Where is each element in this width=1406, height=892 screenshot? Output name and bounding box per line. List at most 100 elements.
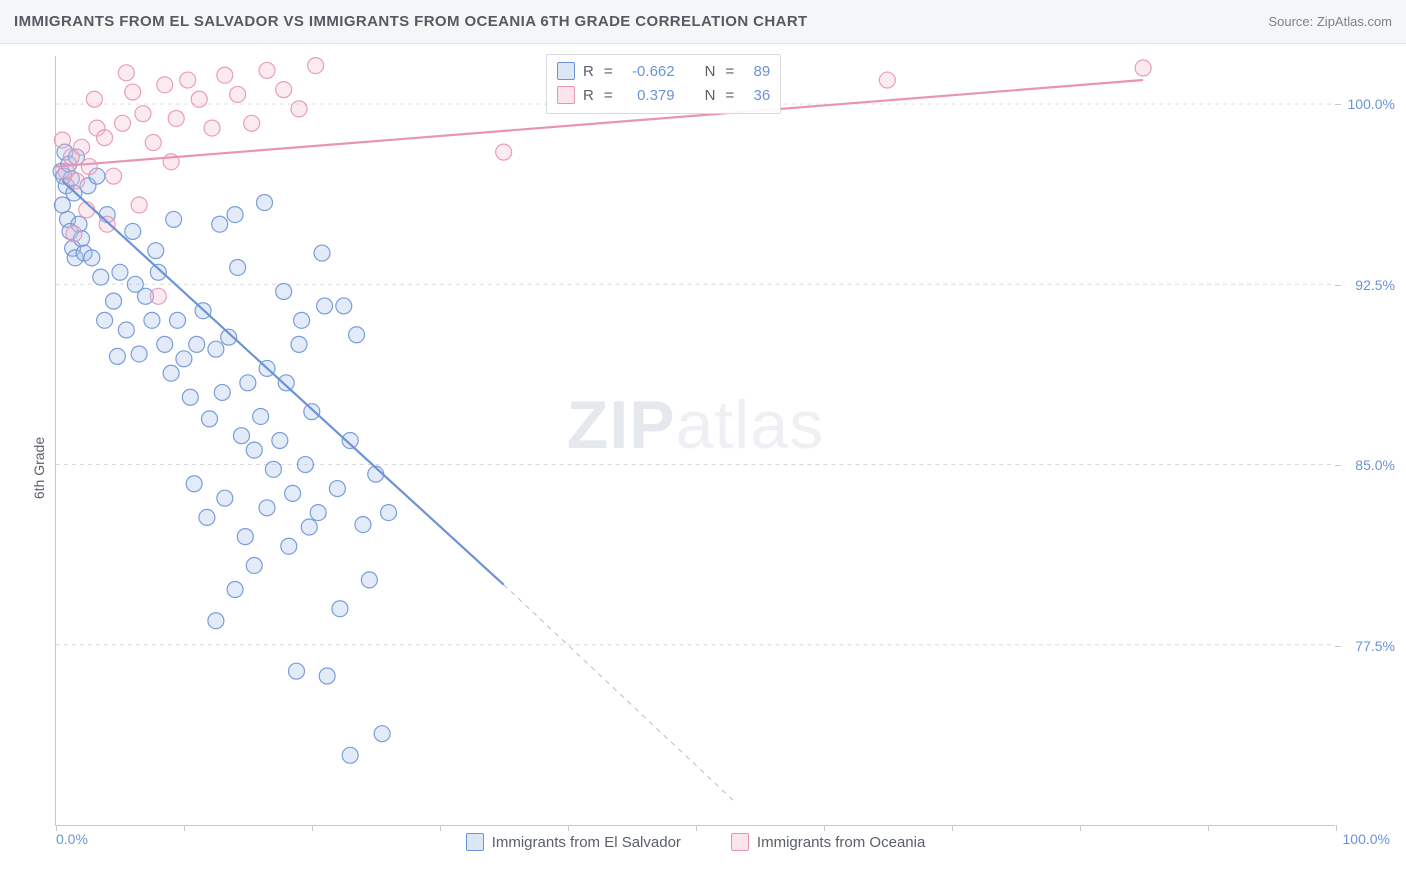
x-tick-label: 100.0% bbox=[1343, 831, 1390, 847]
data-point bbox=[131, 197, 147, 213]
chart-source: Source: ZipAtlas.com bbox=[1268, 14, 1392, 29]
data-point bbox=[168, 110, 184, 126]
data-point bbox=[230, 86, 246, 102]
data-point bbox=[201, 411, 217, 427]
data-point bbox=[281, 538, 297, 554]
data-point bbox=[294, 312, 310, 328]
legend-item: Immigrants from Oceania bbox=[731, 833, 925, 851]
data-point bbox=[374, 726, 390, 742]
stats-legend: R=-0.662N=89R=0.379N=36 bbox=[546, 54, 781, 114]
data-point bbox=[1135, 60, 1151, 76]
data-point bbox=[204, 120, 220, 136]
data-point bbox=[233, 428, 249, 444]
data-point bbox=[317, 298, 333, 314]
data-point bbox=[355, 517, 371, 533]
data-point bbox=[54, 197, 70, 213]
equals-sign: = bbox=[604, 63, 613, 80]
data-point bbox=[68, 173, 84, 189]
data-point bbox=[304, 404, 320, 420]
data-point bbox=[246, 442, 262, 458]
data-point bbox=[97, 312, 113, 328]
y-tick-label: 77.5% bbox=[1340, 638, 1395, 654]
legend-swatch bbox=[466, 833, 484, 851]
data-point bbox=[332, 601, 348, 617]
data-point bbox=[214, 384, 230, 400]
legend-label: Immigrants from Oceania bbox=[757, 834, 925, 851]
data-point bbox=[176, 351, 192, 367]
data-point bbox=[74, 139, 90, 155]
series-legend: Immigrants from El Salvador Immigrants fr… bbox=[56, 833, 1335, 851]
n-value: 36 bbox=[744, 87, 770, 104]
data-point bbox=[308, 58, 324, 74]
data-point bbox=[329, 481, 345, 497]
data-point bbox=[381, 505, 397, 521]
data-point bbox=[361, 572, 377, 588]
data-point bbox=[112, 264, 128, 280]
data-point bbox=[227, 207, 243, 223]
data-point bbox=[125, 223, 141, 239]
data-point bbox=[496, 144, 512, 160]
data-point bbox=[106, 168, 122, 184]
data-point bbox=[272, 433, 288, 449]
data-point bbox=[342, 747, 358, 763]
data-point bbox=[265, 461, 281, 477]
data-point bbox=[253, 408, 269, 424]
legend-swatch bbox=[557, 62, 575, 80]
chart-area: 6th Grade ZIPatlas R=-0.662N=89R=0.379N=… bbox=[0, 44, 1406, 892]
chart-title: IMMIGRANTS FROM EL SALVADOR VS IMMIGRANT… bbox=[14, 13, 808, 30]
data-point bbox=[125, 84, 141, 100]
data-point bbox=[99, 216, 115, 232]
stats-legend-row: R=0.379N=36 bbox=[557, 83, 770, 107]
data-point bbox=[144, 312, 160, 328]
data-point bbox=[297, 457, 313, 473]
data-point bbox=[276, 82, 292, 98]
data-point bbox=[276, 284, 292, 300]
data-point bbox=[84, 250, 100, 266]
data-point bbox=[157, 77, 173, 93]
y-tick-label: 92.5% bbox=[1340, 277, 1395, 293]
data-point bbox=[189, 336, 205, 352]
r-value: 0.379 bbox=[623, 87, 675, 104]
y-tick-label: 85.0% bbox=[1340, 457, 1395, 473]
trend-line-extrapolated bbox=[504, 585, 734, 801]
data-point bbox=[246, 557, 262, 573]
data-point bbox=[259, 500, 275, 516]
data-point bbox=[237, 529, 253, 545]
data-point bbox=[319, 668, 335, 684]
data-point bbox=[118, 65, 134, 81]
data-point bbox=[227, 582, 243, 598]
data-point bbox=[54, 132, 70, 148]
data-point bbox=[135, 106, 151, 122]
data-point bbox=[217, 67, 233, 83]
r-value: -0.662 bbox=[623, 63, 675, 80]
data-point bbox=[81, 159, 97, 175]
legend-label: Immigrants from El Salvador bbox=[492, 834, 681, 851]
data-point bbox=[336, 298, 352, 314]
data-point bbox=[285, 485, 301, 501]
data-point bbox=[66, 226, 82, 242]
n-label: N bbox=[705, 87, 716, 104]
data-point bbox=[170, 312, 186, 328]
data-point bbox=[291, 336, 307, 352]
data-point bbox=[150, 264, 166, 280]
data-point bbox=[93, 269, 109, 285]
data-point bbox=[230, 259, 246, 275]
plot-region: ZIPatlas R=-0.662N=89R=0.379N=36 77.5%85… bbox=[55, 56, 1335, 826]
data-point bbox=[97, 130, 113, 146]
data-point bbox=[314, 245, 330, 261]
equals-sign: = bbox=[725, 87, 734, 104]
data-point bbox=[118, 322, 134, 338]
r-label: R bbox=[583, 87, 594, 104]
plot-svg bbox=[56, 56, 1335, 825]
data-point bbox=[208, 613, 224, 629]
data-point bbox=[199, 509, 215, 525]
stats-legend-row: R=-0.662N=89 bbox=[557, 59, 770, 83]
r-label: R bbox=[583, 63, 594, 80]
trend-line bbox=[62, 181, 503, 585]
n-value: 89 bbox=[744, 63, 770, 80]
data-point bbox=[145, 135, 161, 151]
data-point bbox=[131, 346, 147, 362]
data-point bbox=[180, 72, 196, 88]
data-point bbox=[212, 216, 228, 232]
data-point bbox=[291, 101, 307, 117]
